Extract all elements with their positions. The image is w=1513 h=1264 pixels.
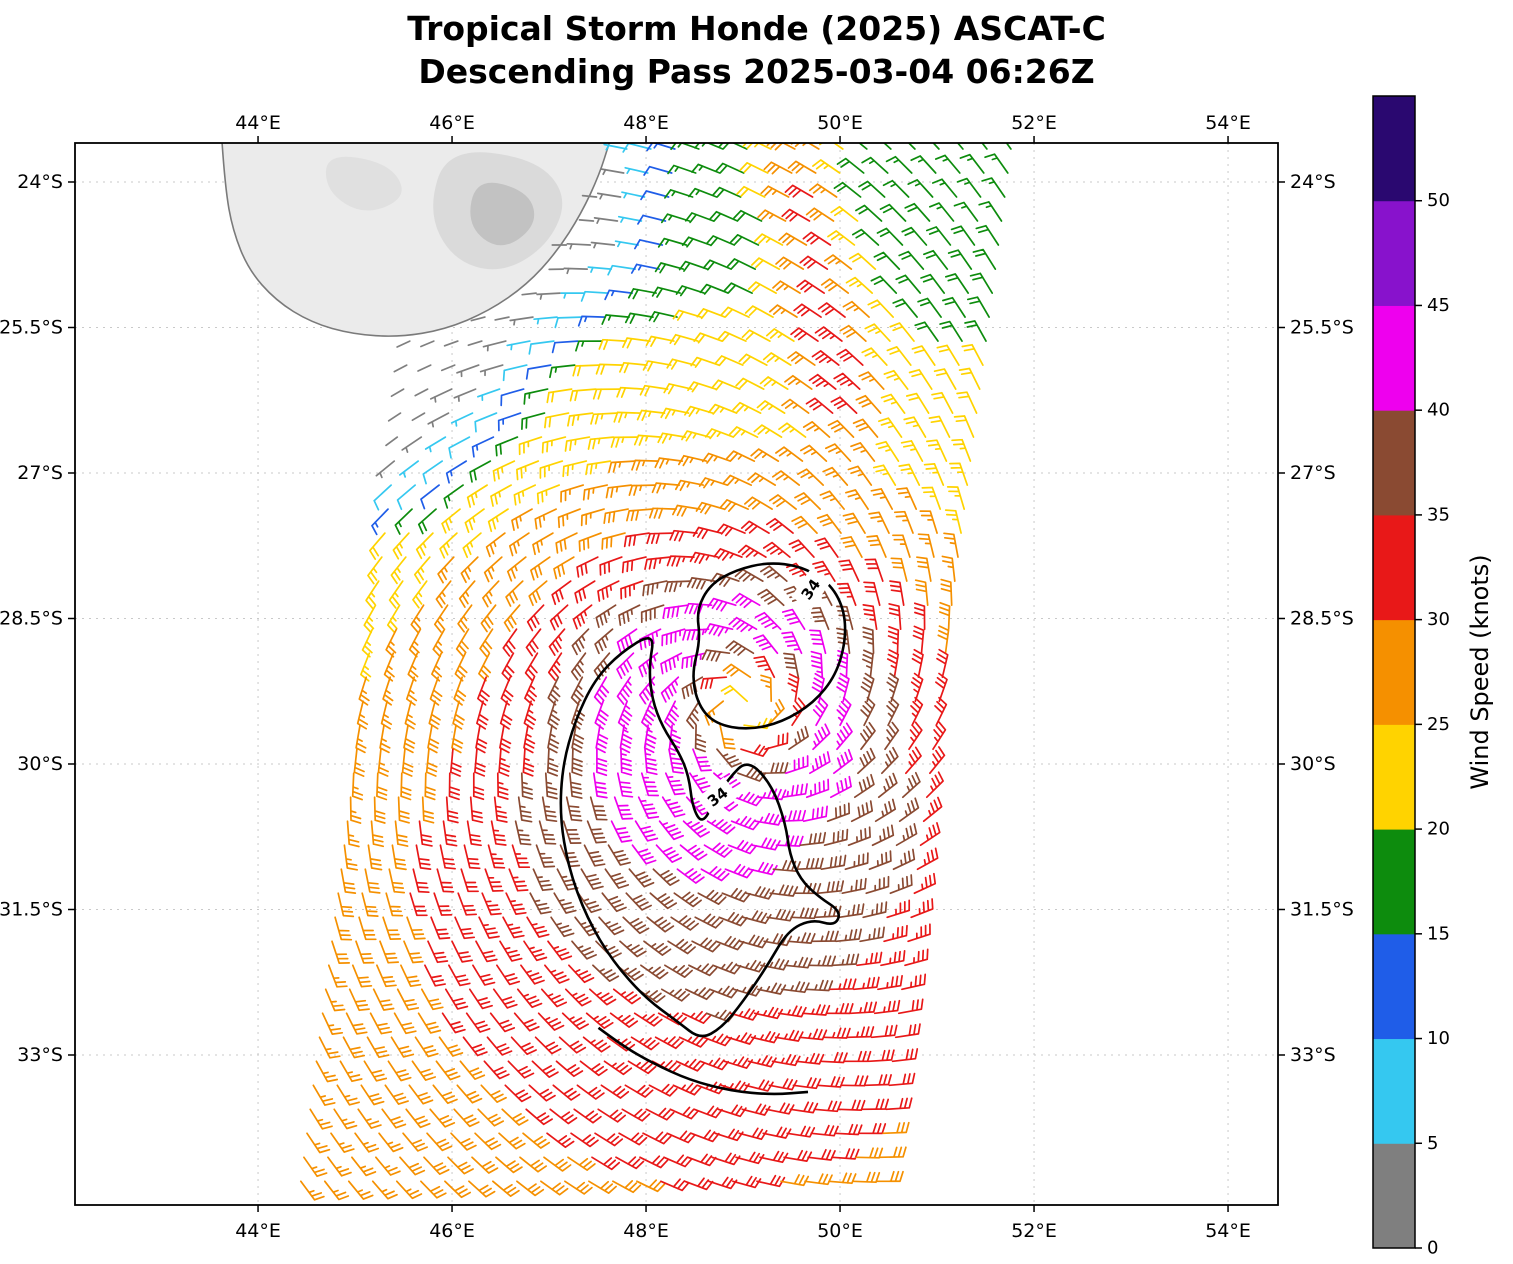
svg-text:33°S: 33°S (1290, 1044, 1336, 1066)
svg-text:35: 35 (1427, 504, 1450, 525)
svg-text:24°S: 24°S (1290, 171, 1336, 193)
svg-text:25.5°S: 25.5°S (0, 316, 63, 338)
svg-text:46°E: 46°E (429, 112, 475, 134)
svg-text:52°E: 52°E (1011, 112, 1057, 134)
svg-text:50°E: 50°E (817, 112, 863, 134)
svg-text:0: 0 (1427, 1238, 1438, 1259)
contour-label-34: 34 (697, 777, 739, 817)
svg-text:45: 45 (1427, 295, 1450, 316)
svg-text:54°E: 54°E (1205, 112, 1251, 134)
colorbar: 0 5 10 15 20 25 30 35 40 45 50 (1372, 95, 1450, 1259)
svg-text:48°E: 48°E (623, 1220, 669, 1242)
axis-tick-labels: 44°E 44°E 46°E 46°E 48°E 48°E 50°E 50°E 52°E 52°E… (0, 112, 1354, 1242)
axis-frame (74, 142, 1279, 1206)
svg-text:46°E: 46°E (429, 1220, 475, 1242)
wind-barbs (299, 143, 1012, 1201)
svg-text:31.5°S: 31.5°S (0, 898, 63, 920)
colorbar-title: Wind Speed (knots) (1466, 554, 1494, 789)
svg-text:44°E: 44°E (235, 112, 281, 134)
svg-text:44°E: 44°E (235, 1220, 281, 1242)
svg-text:25.5°S: 25.5°S (1290, 316, 1354, 338)
svg-text:50°E: 50°E (817, 1220, 863, 1242)
svg-text:25: 25 (1427, 714, 1450, 735)
svg-text:15: 15 (1427, 923, 1450, 944)
svg-text:30°S: 30°S (17, 753, 63, 775)
svg-text:24°S: 24°S (17, 171, 63, 193)
svg-text:31.5°S: 31.5°S (1290, 898, 1354, 920)
colorbar-title-text: Wind Speed (knots) (1466, 554, 1494, 789)
svg-text:54°E: 54°E (1205, 1220, 1251, 1242)
svg-text:20: 20 (1427, 819, 1450, 840)
land-madagascar (221, 143, 610, 337)
gridlines (75, 143, 1278, 1205)
svg-text:28.5°S: 28.5°S (1290, 607, 1354, 629)
svg-text:28.5°S: 28.5°S (0, 607, 63, 629)
svg-text:33°S: 33°S (17, 1044, 63, 1066)
chart-title-line1: Tropical Storm Honde (2025) ASCAT-C (407, 9, 1106, 48)
svg-text:10: 10 (1427, 1028, 1450, 1049)
svg-text:5: 5 (1427, 1133, 1438, 1154)
svg-text:30°S: 30°S (1290, 753, 1336, 775)
svg-text:52°E: 52°E (1011, 1220, 1057, 1242)
svg-text:27°S: 27°S (17, 462, 63, 484)
chart-title-line2: Descending Pass 2025-03-04 06:26Z (418, 51, 1095, 91)
svg-text:48°E: 48°E (623, 112, 669, 134)
svg-text:50: 50 (1427, 190, 1450, 211)
svg-text:40: 40 (1427, 400, 1450, 421)
chart-title: Tropical Storm Honde (2025) ASCAT-C Desc… (0, 8, 1513, 94)
svg-text:27°S: 27°S (1290, 462, 1336, 484)
svg-text:30: 30 (1427, 609, 1450, 630)
